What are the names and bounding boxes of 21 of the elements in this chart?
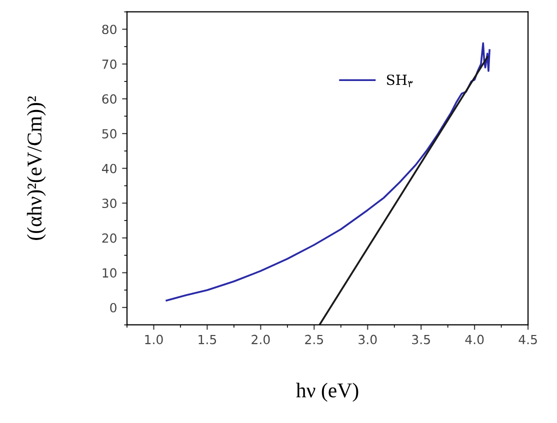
y-tick-label: 10 xyxy=(102,268,116,278)
x-tick-label: 1.5 xyxy=(198,334,216,344)
x-tick-label: 2.5 xyxy=(305,334,323,344)
x-tick-label: 4.0 xyxy=(465,334,484,344)
y-tick-label: 80 xyxy=(102,24,116,34)
x-tick-label: 3.0 xyxy=(358,334,377,344)
x-tick-label: 4.5 xyxy=(518,334,537,344)
y-tick-label: 40 xyxy=(102,164,116,174)
x-tick-label: 1.0 xyxy=(145,334,163,344)
x-tick-label: 3.5 xyxy=(412,334,430,344)
y-tick-label: 60 xyxy=(102,94,116,104)
y-tick-label: 0 xyxy=(110,302,116,312)
line-series xyxy=(166,42,490,302)
y-axis-title: ((αhν)²(eV/Cm))² xyxy=(26,96,46,240)
y-tick-label: 20 xyxy=(102,233,116,243)
y-tick-label: 30 xyxy=(102,198,116,208)
x-tick-label: 2.0 xyxy=(252,334,270,344)
y-tick-label: 50 xyxy=(102,129,116,138)
y-tick-label: 70 xyxy=(102,59,116,69)
x-axis-title: hν (eV) xyxy=(296,382,358,402)
legend-label: SH$_{۳}$ xyxy=(387,74,413,88)
